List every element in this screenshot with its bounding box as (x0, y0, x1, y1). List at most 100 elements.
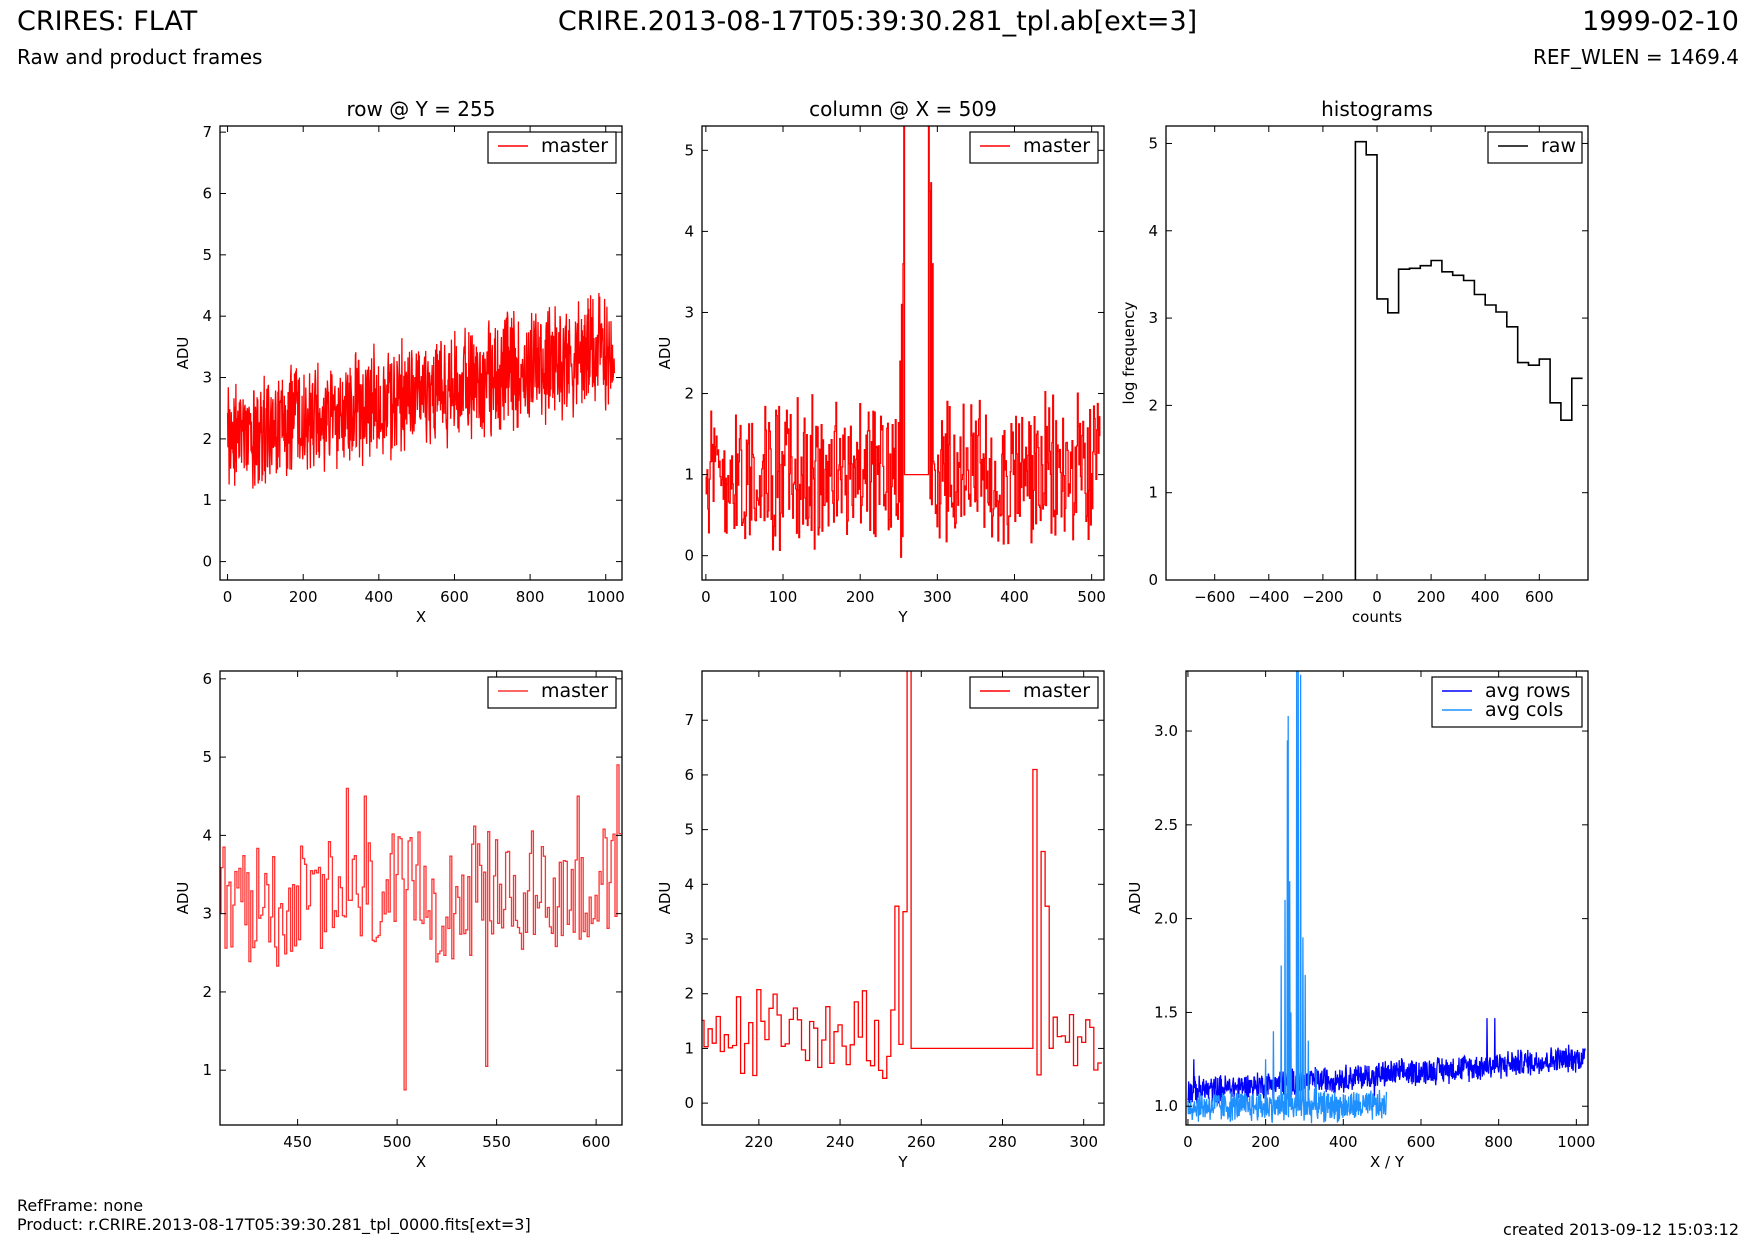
x-tick-label: 800 (516, 588, 545, 606)
x-tick-label: 200 (289, 588, 318, 606)
y-tick-label: 3 (684, 303, 694, 321)
y-tick-label: 6 (684, 766, 694, 784)
chart-title: column @ X = 509 (809, 97, 997, 121)
y-tick-label: 5 (1148, 134, 1158, 152)
y-tick-label: 3.0 (1154, 722, 1178, 740)
y-tick-label: 3 (1148, 309, 1158, 327)
legend: master (969, 676, 1099, 709)
y-axis-label: ADU (656, 882, 674, 915)
y-tick-label: 1 (202, 491, 212, 509)
y-tick-label: 2 (202, 430, 212, 448)
legend: master (487, 676, 617, 709)
y-tick-label: 1 (1148, 484, 1158, 502)
legend-label: master (1023, 135, 1090, 157)
figure-title: CRIRES: FLAT (17, 6, 198, 37)
legend-label: master (541, 135, 608, 157)
x-axis-label: X / Y (1370, 1153, 1405, 1171)
chart-panel-5: 220 240 260 280 300 0 1 2 3 4 5 6 7 Y ADU master (656, 670, 1105, 1171)
series-line-master (220, 764, 621, 1091)
y-tick-label: 4 (202, 826, 212, 844)
figure-subtitle: Raw and product frames (17, 45, 263, 69)
y-axis-label: ADU (656, 337, 674, 370)
x-tick-label: 400 (1329, 1133, 1358, 1151)
y-tick-label: 5 (202, 748, 212, 766)
legend-label: avg rows (1485, 680, 1570, 702)
x-tick-label: −200 (1302, 588, 1343, 606)
ref-wlen: REF_WLEN = 1469.4 (1532, 45, 1739, 69)
y-tick-label: 5 (684, 141, 694, 159)
x-tick-label: 600 (582, 1133, 611, 1151)
x-tick-label: 0 (223, 588, 233, 606)
x-tick-label: 500 (1077, 588, 1106, 606)
y-axis-label: ADU (174, 882, 192, 915)
y-tick-label: 7 (202, 123, 212, 141)
y-tick-label: 5 (202, 246, 212, 264)
refframe-text: RefFrame: none (17, 1196, 144, 1215)
x-tick-label: 260 (907, 1133, 936, 1151)
y-tick-label: 1.5 (1154, 1003, 1178, 1021)
x-tick-label: 800 (1484, 1133, 1513, 1151)
y-tick-label: 4 (202, 307, 212, 325)
x-axis-label: X (416, 608, 426, 626)
y-tick-label: 1.0 (1154, 1097, 1178, 1115)
x-tick-label: 400 (365, 588, 394, 606)
y-tick-label: 2 (684, 385, 694, 403)
x-tick-label: 1000 (1557, 1133, 1595, 1151)
plot-frame (1185, 670, 1589, 1126)
x-tick-label: −400 (1248, 588, 1289, 606)
x-tick-label: 1000 (587, 588, 625, 606)
x-tick-label: 0 (1183, 1133, 1193, 1151)
y-tick-label: 2 (202, 983, 212, 1001)
series-line-master (705, 126, 1101, 558)
x-tick-label: 200 (1251, 1133, 1280, 1151)
x-tick-label: 220 (745, 1133, 774, 1151)
y-tick-label: 0 (202, 553, 212, 571)
x-axis-label: X (416, 1153, 426, 1171)
plot-frame (701, 125, 1105, 581)
x-tick-label: 450 (283, 1133, 312, 1151)
y-tick-label: 6 (202, 670, 212, 688)
product-text: Product: r.CRIRE.2013-08-17T05:39:30.281… (17, 1215, 531, 1234)
x-tick-label: 200 (1417, 588, 1446, 606)
y-tick-label: 4 (684, 875, 694, 893)
series-line-master (226, 292, 616, 489)
plot-frame (219, 670, 623, 1126)
chart-title: histograms (1321, 97, 1433, 121)
x-tick-label: 300 (1069, 1133, 1098, 1151)
x-axis-label: counts (1352, 608, 1402, 626)
y-tick-label: 0 (684, 1094, 694, 1112)
y-tick-label: 3 (202, 369, 212, 387)
series-line-master (702, 671, 1102, 1079)
chart-panel-4: 450 500 550 600 1 2 3 4 5 6 X ADU master (174, 670, 623, 1171)
x-tick-label: 550 (482, 1133, 511, 1151)
chart-panel-1: 0 200 400 600 800 1000 0 1 2 3 4 5 6 7 row @ Y = 255 X A… (174, 97, 625, 626)
y-tick-label: 1 (202, 1061, 212, 1079)
legend: master (487, 131, 617, 164)
frame-date: 1999-02-10 (1582, 6, 1739, 37)
x-tick-label: −600 (1194, 588, 1235, 606)
y-axis-label: log frequency (1120, 301, 1138, 404)
legend-label: master (1023, 680, 1090, 702)
y-tick-label: 2.0 (1154, 910, 1178, 928)
y-tick-label: 3 (202, 905, 212, 923)
x-tick-label: 240 (826, 1133, 855, 1151)
x-tick-label: 600 (1525, 588, 1554, 606)
created-text: created 2013-09-12 15:03:12 (1503, 1220, 1739, 1239)
y-tick-label: 6 (202, 184, 212, 202)
file-name: CRIRE.2013-08-17T05:39:30.281_tpl.ab[ext… (557, 6, 1198, 37)
chart-panel-2: 0 100 200 300 400 500 0 1 2 3 4 5 column @ X = 509 Y A… (656, 97, 1106, 626)
y-tick-label: 4 (684, 222, 694, 240)
legend-label: avg cols (1485, 699, 1563, 721)
series-line-raw (1354, 140, 1583, 580)
x-tick-label: 500 (383, 1133, 412, 1151)
x-tick-label: 400 (1000, 588, 1029, 606)
y-tick-label: 1 (684, 1039, 694, 1057)
y-axis-label: ADU (174, 337, 192, 370)
series-line-avg-cols (1187, 671, 1388, 1124)
series-line-avg-rows (1187, 1018, 1586, 1107)
legend: master (969, 131, 1099, 164)
x-tick-label: 600 (1407, 1133, 1436, 1151)
x-axis-label: Y (897, 1153, 908, 1171)
